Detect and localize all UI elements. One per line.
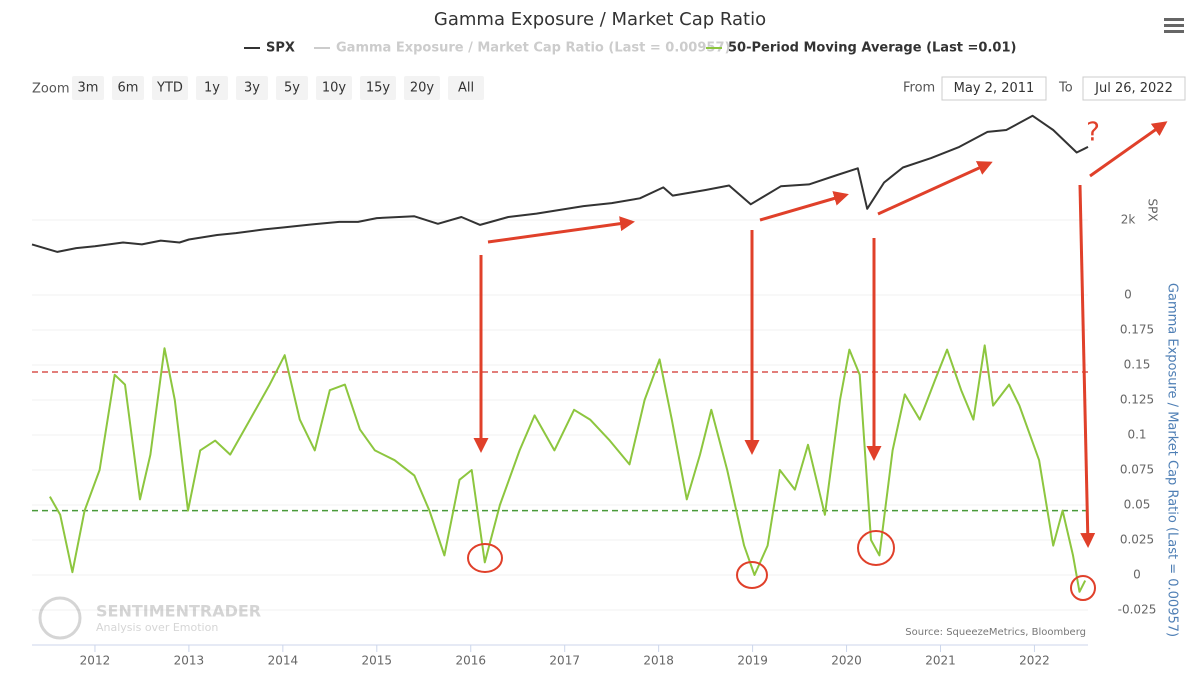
series-line — [31, 114, 1089, 253]
zoom-button-label[interactable]: YTD — [156, 81, 183, 96]
circle — [467, 543, 503, 573]
legend-label[interactable]: 50-Period Moving Average (Last =0.01) — [728, 41, 1016, 56]
watermark: SENTIMENTRADER Analysis over Emotion — [38, 596, 261, 640]
zoom-button[interactable] — [236, 76, 268, 100]
arrow — [1078, 184, 1096, 548]
to-value[interactable]: Jul 26, 2022 — [1094, 81, 1173, 96]
arrow — [759, 191, 849, 222]
x-tick-label: 2012 — [80, 654, 111, 668]
zoom-button-label[interactable]: 6m — [118, 81, 139, 96]
zoom-button[interactable] — [196, 76, 228, 100]
source: Source: SqueezeMetrics, Bloomberg — [905, 627, 1086, 638]
y2-axis-title: Gamma Exposure / Market Cap Ratio (Last … — [1165, 283, 1180, 637]
zoom-button-label[interactable]: 3y — [244, 81, 260, 96]
zoom-button-label[interactable]: 3m — [78, 81, 99, 96]
y2-tick-label: 0.075 — [1120, 463, 1154, 477]
menu-icon[interactable] — [1164, 18, 1184, 33]
to-input[interactable] — [1082, 76, 1186, 101]
x-tick-label: 2014 — [268, 654, 299, 668]
zoom-button[interactable] — [112, 76, 144, 100]
zoom-button-label[interactable]: 10y — [322, 81, 347, 96]
zoom-button[interactable] — [152, 76, 188, 100]
from-input[interactable] — [941, 76, 1047, 101]
from-label: From — [903, 81, 935, 96]
zoom-button[interactable] — [72, 76, 104, 100]
legend-label[interactable]: Gamma Exposure / Market Cap Ratio (Last … — [336, 41, 730, 56]
arrow — [1089, 121, 1168, 178]
x-tick-label: 2020 — [831, 654, 862, 668]
y-axis-title: SPX — [1146, 198, 1160, 221]
zoom-button-label[interactable]: 1y — [204, 81, 220, 96]
zoom-button-label[interactable]: 5y — [284, 81, 300, 96]
circle — [736, 561, 768, 589]
zoom-button[interactable] — [316, 76, 352, 100]
from-value[interactable]: May 2, 2011 — [954, 81, 1035, 96]
x-tick-label: 2016 — [455, 654, 486, 668]
y2-tick-label: 0.05 — [1124, 498, 1151, 512]
zoom-label: Zoom — [32, 82, 69, 97]
legend-label[interactable]: SPX — [266, 41, 295, 56]
y2-tick-label: 0 — [1133, 568, 1141, 582]
circle — [857, 530, 895, 566]
x-tick-label: 2019 — [737, 654, 768, 668]
plot: 0 2k -0.025 0 0.025 0.05 0.075 0.1 0.125 0.15 0.17… — [31, 114, 1180, 668]
y2-tick-label: 0.1 — [1127, 428, 1146, 442]
y2-tick-label: -0.025 — [1118, 603, 1157, 617]
zoom-button[interactable] — [404, 76, 440, 100]
y2-tick-label: 0.025 — [1120, 533, 1154, 547]
x-tick-label: 2018 — [643, 654, 674, 668]
arrow — [487, 216, 635, 244]
zoom-button[interactable] — [448, 76, 484, 100]
y2-tick-label: 0.175 — [1120, 323, 1154, 337]
to-label: To — [1058, 81, 1073, 96]
y2-tick-label: 0.15 — [1124, 358, 1151, 372]
zoom-button-label[interactable]: 15y — [366, 81, 391, 96]
x-tick-label: 2013 — [174, 654, 205, 668]
circle — [1070, 575, 1096, 601]
y-tick-label: 2k — [1121, 213, 1136, 227]
zoom-button[interactable] — [360, 76, 396, 100]
y-tick-label: 0 — [1124, 288, 1132, 302]
logo — [38, 596, 82, 640]
zoom-button-label[interactable]: All — [458, 81, 474, 96]
x-tick-label: 2022 — [1019, 654, 1050, 668]
watermark-brand: SENTIMENTRADER — [96, 602, 261, 621]
annotation: ? — [1086, 118, 1100, 148]
watermark-tagline: Analysis over Emotion — [96, 621, 218, 634]
annotations: ? — [467, 118, 1168, 601]
x-tick-label: 2017 — [549, 654, 580, 668]
series-line — [49, 344, 1087, 593]
zoom-button-label[interactable]: 20y — [410, 81, 435, 96]
legend: SPX Gamma Exposure / Market Cap Ratio (La… — [244, 41, 1016, 56]
zoom-button[interactable] — [276, 76, 308, 100]
y2-tick-label: 0.125 — [1120, 393, 1154, 407]
zoom-bar: Zoom 3m 6m YTD 1y 3y 5y 10y 15y 20y All From May 2, … — [32, 76, 1186, 101]
arrow — [877, 161, 993, 216]
chart-title: Gamma Exposure / Market Cap Ratio — [434, 9, 766, 30]
x-tick-label: 2015 — [362, 654, 393, 668]
x-tick-label: 2021 — [925, 654, 956, 668]
